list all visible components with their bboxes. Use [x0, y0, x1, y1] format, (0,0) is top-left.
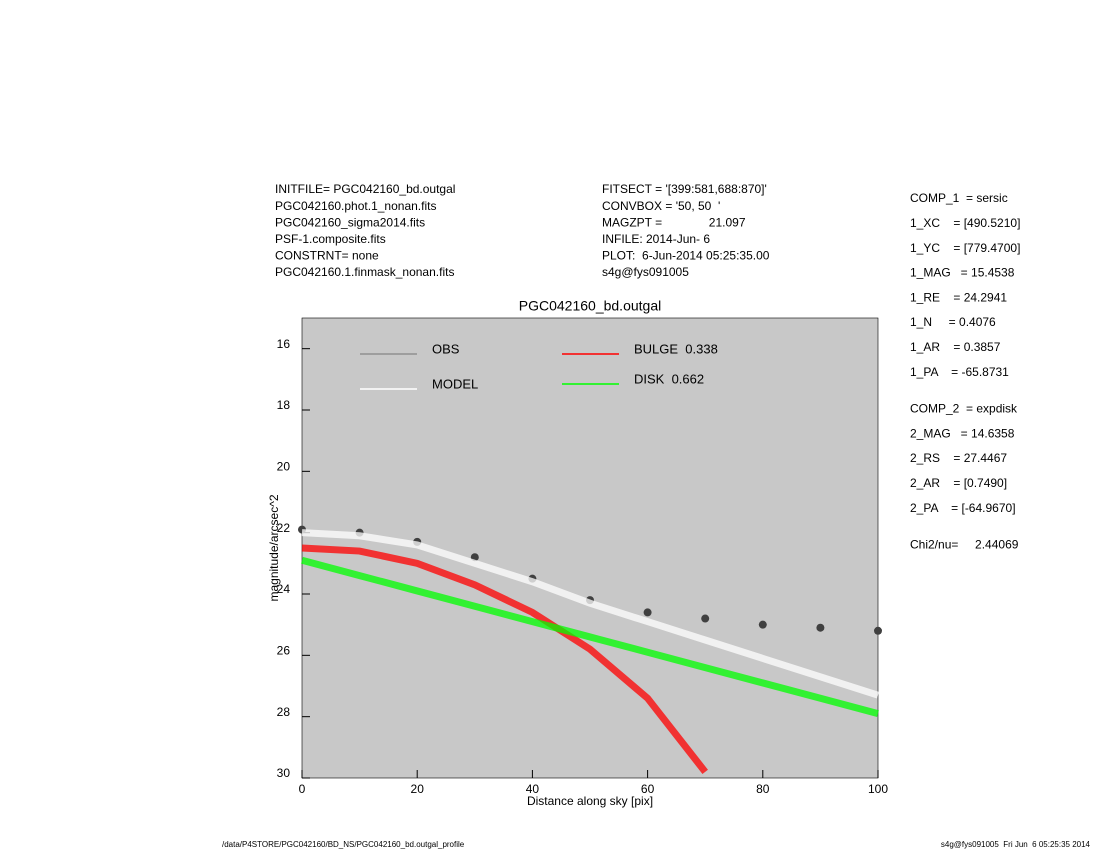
- x-tick-label: 0: [299, 782, 306, 796]
- fit-parameter: 1_AR = 0.3857: [910, 340, 1001, 354]
- fit-parameter: COMP_1 = sersic: [910, 191, 1008, 205]
- obs-point: [816, 623, 825, 632]
- model-curve: [301, 529, 880, 699]
- obs-point: [874, 626, 882, 635]
- info-line: PGC042160.1.finmask_nonan.fits: [275, 265, 454, 279]
- y-axis-label: magnitude/arcsec^2: [267, 494, 281, 601]
- x-tick-label: 80: [756, 782, 770, 796]
- fit-parameter: 2_RS = 27.4467: [910, 451, 1007, 465]
- fit-parameter: 1_N = 0.4076: [910, 315, 996, 329]
- info-line: CONSTRNT= none: [275, 249, 379, 263]
- fit-parameter: 2_PA = [-64.9670]: [910, 501, 1016, 515]
- legend-label: MODEL: [432, 376, 478, 391]
- obs-point: [758, 620, 767, 629]
- y-tick-label: 20: [277, 460, 291, 474]
- fit-parameter: 2_MAG = 14.6358: [910, 426, 1015, 440]
- footer-stamp: s4g@fys091005 Fri Jun 6 05:25:35 2014: [941, 840, 1091, 849]
- legend-label: DISK 0.662: [634, 371, 704, 386]
- model-curve: [301, 556, 879, 717]
- fit-parameter: 1_RE = 24.2941: [910, 290, 1007, 304]
- info-line: s4g@fys091005: [602, 265, 689, 279]
- info-line: PGC042160_sigma2014.fits: [275, 215, 425, 229]
- y-tick-label: 18: [277, 398, 291, 412]
- y-tick-label: 28: [277, 705, 291, 719]
- obs-point: [643, 608, 652, 617]
- model-curve: [301, 544, 708, 775]
- y-tick-label: 26: [277, 644, 291, 658]
- x-tick-label: 100: [868, 782, 888, 796]
- legend-label: BULGE 0.338: [634, 341, 718, 356]
- y-tick-label: 22: [277, 521, 291, 535]
- x-tick-label: 40: [526, 782, 540, 796]
- plot-area: [301, 317, 879, 779]
- info-line: INITFILE= PGC042160_bd.outgal: [275, 182, 455, 196]
- x-tick-label: 20: [411, 782, 425, 796]
- x-axis-label: Distance along sky [pix]: [527, 794, 653, 808]
- fit-parameter: Chi2/nu= 2.44069: [910, 538, 1019, 552]
- fit-parameter: 1_PA = -65.8731: [910, 365, 1009, 379]
- y-tick-label: 30: [277, 766, 291, 780]
- fit-parameter: COMP_2 = expdisk: [910, 402, 1018, 416]
- legend-label: OBS: [432, 341, 460, 356]
- info-line: FITSECT = '[399:581,688:870]': [602, 182, 767, 196]
- y-tick-label: 16: [277, 337, 291, 351]
- fit-parameter: 2_AR = [0.7490]: [910, 476, 1007, 490]
- info-line: PLOT: 6-Jun-2014 05:25:35.00: [602, 249, 770, 263]
- info-line: CONVBOX = '50, 50 ': [602, 199, 720, 213]
- info-line: MAGZPT = 21.097: [602, 215, 746, 229]
- fit-parameter: 1_YC = [779.4700]: [910, 241, 1020, 255]
- fit-parameter: 1_XC = [490.5210]: [910, 216, 1020, 230]
- info-line: PSF-1.composite.fits: [275, 232, 386, 246]
- info-line: INFILE: 2014-Jun- 6: [602, 232, 710, 246]
- fit-parameter: 1_MAG = 15.4538: [910, 266, 1015, 280]
- chart-title: PGC042160_bd.outgal: [519, 298, 661, 314]
- footer-path: /data/P4STORE/PGC042160/BD_NS/PGC042160_…: [222, 840, 465, 849]
- x-tick-label: 60: [641, 782, 655, 796]
- y-tick-label: 24: [277, 582, 291, 596]
- obs-point: [701, 614, 710, 623]
- info-line: PGC042160.phot.1_nonan.fits: [275, 199, 436, 213]
